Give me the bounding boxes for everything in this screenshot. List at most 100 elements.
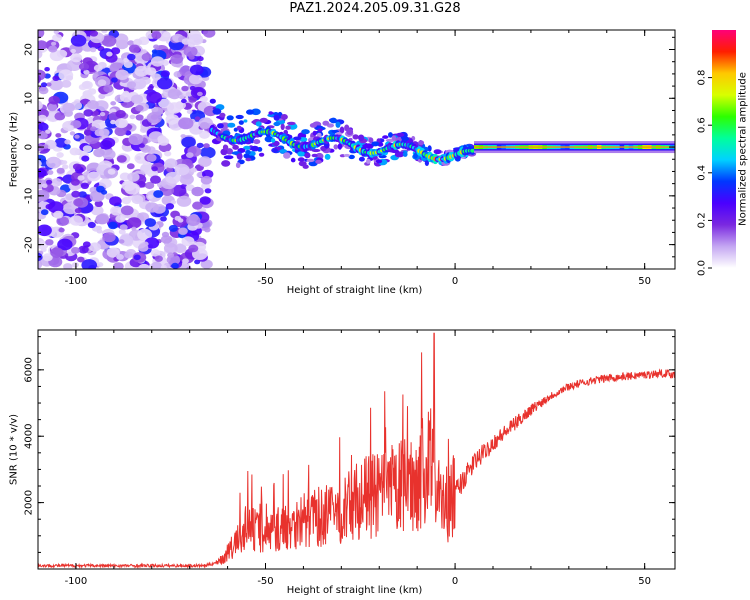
transition-blob — [253, 139, 261, 145]
noise-blob — [46, 179, 53, 185]
noise-blob — [146, 91, 162, 104]
transition-blob — [375, 159, 383, 164]
noise-blob — [80, 182, 89, 189]
noise-blob — [90, 30, 98, 37]
noise-blob — [38, 122, 49, 131]
noise-blob — [147, 86, 154, 91]
y-tick-label: 0 — [24, 144, 35, 150]
transition-blob — [290, 157, 296, 163]
noise-blob — [199, 196, 211, 205]
noise-blob — [136, 212, 150, 222]
noise-blob — [124, 251, 134, 259]
noise-blob — [158, 98, 171, 109]
noise-blob — [188, 33, 204, 46]
noise-blob — [124, 182, 140, 195]
noise-blob — [53, 210, 64, 219]
noise-blob — [131, 226, 137, 231]
chart-title: PAZ1.2024.205.09.31.G28 — [289, 1, 461, 16]
transition-blob — [235, 162, 241, 169]
transition-blob — [331, 129, 340, 134]
noise-blob — [192, 201, 203, 210]
noise-blob — [94, 200, 104, 207]
noise-blob — [58, 227, 65, 233]
noise-blob — [90, 126, 97, 132]
y-tick-label: -10 — [24, 188, 35, 204]
x-axis-label: Height of straight line (km) — [287, 585, 423, 596]
noise-blob — [77, 175, 85, 181]
noise-blob — [87, 171, 101, 182]
noise-blob — [196, 142, 204, 149]
noise-blob — [163, 243, 178, 254]
noise-blob — [115, 69, 129, 81]
noise-blob — [151, 31, 162, 40]
noise-blob — [160, 216, 167, 222]
noise-blob — [197, 56, 204, 62]
noise-blob — [171, 262, 179, 269]
noise-blob — [119, 224, 128, 231]
transition-blob — [352, 134, 359, 140]
noise-blob — [121, 197, 132, 205]
noise-blob — [167, 102, 182, 114]
noise-blob — [38, 115, 40, 120]
noise-blob — [93, 64, 103, 72]
noise-blob — [102, 149, 116, 160]
noise-blob — [38, 40, 48, 50]
plot-frame — [37, 329, 676, 570]
transition-blob — [246, 109, 254, 115]
transition-blob — [227, 122, 236, 128]
transition-blob — [358, 156, 365, 162]
noise-blob — [189, 64, 204, 76]
noise-blob — [131, 94, 144, 104]
noise-blob — [186, 109, 193, 114]
noise-blob — [174, 163, 190, 176]
noise-blob — [185, 92, 192, 97]
transition-blob — [346, 128, 354, 136]
transition-blob — [243, 145, 251, 150]
noise-blob — [141, 53, 152, 62]
transition-blob — [368, 137, 374, 144]
noise-blob — [181, 136, 196, 148]
noise-blob — [106, 51, 113, 57]
noise-blob — [199, 122, 210, 130]
noise-blob — [179, 173, 194, 185]
transition-blob — [258, 152, 265, 157]
noise-blob — [83, 69, 90, 75]
noise-blob — [91, 205, 104, 216]
y-tick-label: 2000 — [24, 490, 35, 515]
noise-blob — [167, 88, 182, 100]
noise-blob — [101, 35, 117, 47]
noise-blob — [145, 67, 157, 76]
noise-blob — [135, 105, 144, 112]
transition-blob — [226, 115, 234, 121]
transition-blob — [301, 129, 310, 135]
noise-blob — [180, 134, 186, 139]
transition-blob — [285, 125, 291, 130]
noise-blob — [64, 139, 71, 145]
noise-blob — [111, 77, 118, 83]
transition-blob — [358, 134, 365, 141]
noise-blob — [67, 125, 74, 130]
transition-blob — [259, 117, 268, 123]
transition-blob — [322, 120, 330, 126]
noise-blob — [56, 216, 69, 226]
y-tick-label: -20 — [24, 236, 35, 252]
noise-blob — [186, 266, 192, 269]
noise-blob — [131, 78, 147, 90]
noise-blob — [123, 61, 133, 68]
noise-blob — [120, 205, 134, 216]
transition-blob — [238, 120, 244, 125]
y-tick-label: 4000 — [24, 423, 35, 448]
noise-blob — [38, 260, 43, 269]
noise-blob — [73, 198, 84, 207]
noise-blob — [103, 84, 114, 93]
noise-blob — [131, 195, 144, 205]
x-tick-label: 0 — [452, 276, 458, 287]
noise-blob — [82, 145, 92, 153]
noise-blob — [70, 34, 87, 47]
transition-blob — [339, 126, 345, 134]
noise-blob — [50, 247, 64, 258]
transition-blob — [280, 123, 285, 130]
noise-blob — [78, 191, 87, 198]
noise-blob — [151, 73, 161, 81]
noise-blob — [69, 147, 80, 156]
